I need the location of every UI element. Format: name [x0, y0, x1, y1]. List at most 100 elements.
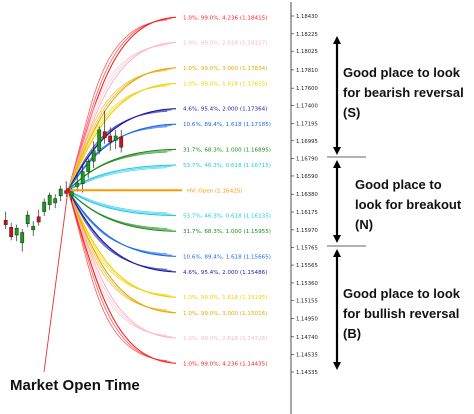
axis-tick-label: 1.15765 [296, 246, 318, 252]
zone-text: Good place to [355, 177, 442, 192]
axis-tick-label: 1.17810 [296, 68, 319, 74]
candle [119, 129, 124, 153]
axis-tick-label: 1.18430 [296, 14, 319, 20]
candle [97, 126, 102, 155]
probability-curve [67, 190, 168, 229]
level-label: 1.0%, 99.0%, 1.618 (1.17655) [183, 81, 267, 87]
candle-body [91, 150, 96, 162]
level-label: 4.6%, 95.4%, 2.000 (1.15486) [183, 270, 267, 276]
double-arrow-icon [333, 249, 341, 370]
level-label: 1.0%, 99.0%, 2.618 (1.14726) [183, 336, 267, 342]
probability-curve [67, 190, 168, 255]
candle-body [102, 131, 107, 138]
open-level [43, 188, 182, 373]
probability-curve [67, 164, 177, 191]
axis-tick-label: 1.15155 [296, 299, 318, 305]
candle-body [58, 188, 63, 197]
axis-tick-label: 1.16590 [296, 174, 319, 180]
candle [42, 198, 47, 216]
probability-curve [67, 190, 177, 298]
candle [31, 221, 36, 236]
level-label: 1.0%, 99.0%, 3.000 (1.15016) [183, 311, 267, 317]
level-label: 10.6%, 89.4%, 1.618 (1.17185) [183, 122, 271, 128]
probability-curve [67, 190, 168, 270]
axis-tick-label: 1.17400 [296, 104, 319, 110]
candle-body [113, 135, 118, 141]
level-label: 4.6%, 95.4%, 2.000 (1.17364) [183, 107, 267, 113]
candle-body [75, 182, 80, 187]
axis-tick-label: 1.14335 [296, 370, 318, 376]
candle-body [47, 194, 52, 205]
probability-curve [67, 190, 168, 311]
probability-curve [67, 190, 177, 364]
zone-text: (B) [343, 326, 361, 341]
candle-body [53, 198, 58, 204]
probability-curve [67, 189, 172, 215]
probability-curve [67, 151, 168, 191]
candle [36, 209, 41, 226]
double-arrow-icon [333, 160, 341, 243]
axis-tick-label: 1.15565 [296, 263, 318, 269]
level-label: 53.7%, 46.3%, 0.618 (1.16135) [183, 214, 271, 220]
probability-curve [67, 110, 168, 191]
axis-tick-label: 1.17600 [296, 86, 319, 92]
axis-tick-label: 1.14950 [296, 317, 319, 323]
candle [58, 185, 63, 202]
axis-tick-label: 1.15360 [296, 281, 319, 287]
candle-body [97, 129, 102, 151]
axis-tick-label: 1.14740 [296, 335, 319, 341]
candle [25, 210, 30, 228]
probability-curve [67, 85, 168, 191]
zone-text: (N) [355, 217, 373, 232]
candle [75, 173, 80, 192]
double-arrow-icon [333, 36, 341, 155]
candle [9, 222, 14, 241]
probability-curve [67, 189, 177, 217]
zone-text: (S) [343, 105, 360, 120]
probability-curve [67, 126, 168, 191]
candle-body [36, 216, 41, 223]
level-labels: 1.0%, 99.0%, 4.236 (1.18415) 1.0%, 99.0%,… [183, 15, 271, 367]
candle [53, 194, 58, 209]
level-label: 1.0%, 99.0%, 4.236 (1.18415) [183, 15, 267, 21]
level-label: 31.7%, 68.3%, 1.000 (1.16895) [183, 147, 271, 153]
axis-tick-label: 1.16790 [296, 157, 319, 163]
axis-tick-label: 1.16175 [296, 210, 318, 216]
axis-tick-label: 1.16995 [296, 139, 318, 145]
level-label: 1.0%, 99.0%, 3.000 (1.17834) [183, 66, 267, 72]
candle [108, 127, 113, 151]
candle [102, 110, 107, 144]
market-open-label: Market Open Time [10, 377, 140, 394]
level-label: 31.7%, 68.3%, 1.000 (1.15955) [183, 229, 271, 235]
probability-curve [67, 166, 172, 191]
candlesticks [3, 110, 124, 252]
axis-tick-label: 1.14535 [296, 353, 318, 359]
candle-body [9, 227, 14, 238]
candle-body [86, 160, 91, 172]
axis-tick-label: 1.18225 [296, 32, 318, 38]
candle [20, 228, 25, 252]
level-label: 53.7%, 46.3%, 0.618 (1.16715) [183, 163, 271, 169]
level-label: 1.0%, 99.0%, 1.618 (1.15195) [183, 295, 267, 301]
candle-body [3, 220, 8, 225]
open-level-label: HV: Open (1.16425) [187, 188, 242, 194]
probability-curve [67, 19, 168, 191]
candle [86, 157, 91, 179]
probability-curve [67, 16, 177, 191]
level-label: 10.6%, 89.4%, 1.618 (1.15665) [183, 254, 271, 260]
axis-tick-label: 1.17195 [296, 121, 318, 127]
candle [14, 224, 19, 242]
candle [3, 211, 8, 229]
candle-body [69, 191, 74, 197]
candle-body [20, 232, 25, 244]
candle-body [31, 226, 36, 231]
axis-tick-label: 1.15970 [296, 228, 319, 234]
candle-body [108, 135, 113, 143]
candle [80, 165, 85, 193]
zone-annotations: Good place to look for bearish reversal (S… [327, 36, 464, 370]
axis-tick-label: 1.18025 [296, 49, 318, 55]
probability-curve [67, 189, 168, 214]
zone-text: Good place to look [343, 65, 461, 80]
candle-body [80, 171, 85, 184]
